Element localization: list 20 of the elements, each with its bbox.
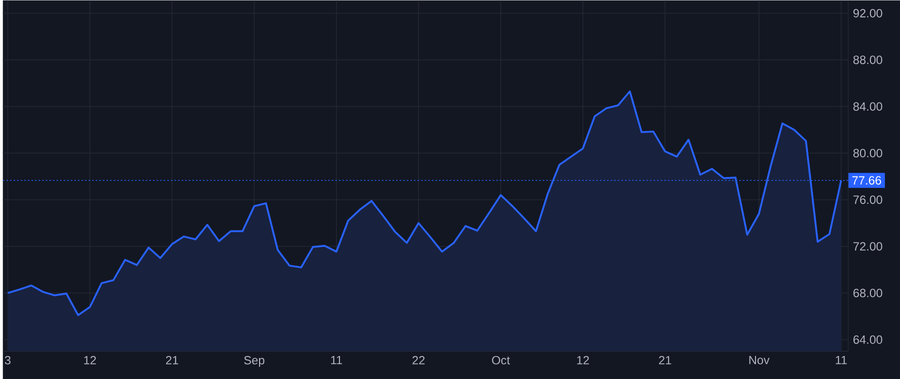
y-tick-label: 68.00: [853, 288, 882, 298]
x-tick-label: 21: [659, 356, 672, 364]
y-tick-label: 76.00: [853, 195, 882, 204]
y-tick-label: 80.00: [853, 148, 882, 158]
x-tick-label: 11: [836, 356, 847, 364]
x-tick-label: 11: [331, 356, 342, 364]
x-tick-label: 12: [84, 356, 96, 364]
x-tick-label: 22: [412, 356, 425, 364]
y-tick-label: 72.00: [853, 242, 882, 250]
x-tick-label: 12: [577, 356, 589, 364]
x-tick-label: 3: [4, 356, 11, 364]
y-tick-label: 64.00: [853, 335, 882, 344]
x-tick-label: 21: [166, 356, 178, 364]
y-tick-label: 84.00: [853, 102, 882, 111]
x-tick-label: Nov: [749, 356, 770, 364]
x-tick-label: Oct: [492, 356, 510, 364]
y-tick-label: 88.00: [853, 56, 882, 64]
y-tick-label: 92.00: [853, 8, 882, 18]
x-tick-label: Sep: [244, 356, 264, 367]
ref-line-label: 77.66: [852, 176, 882, 185]
